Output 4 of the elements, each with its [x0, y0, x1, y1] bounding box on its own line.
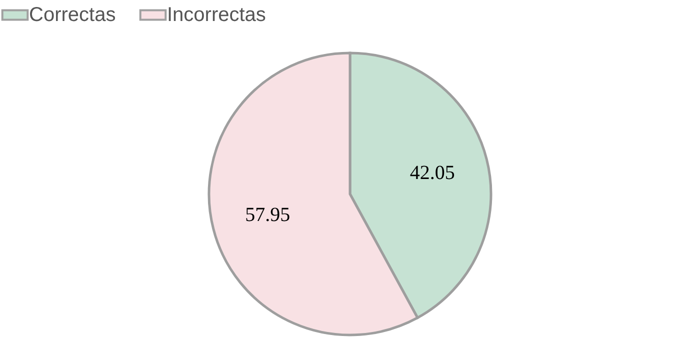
legend-label: Incorrectas	[167, 4, 266, 26]
data-label: 57.95	[245, 204, 290, 226]
legend-label: Correctas	[29, 4, 116, 26]
data-label: 42.05	[410, 162, 455, 184]
